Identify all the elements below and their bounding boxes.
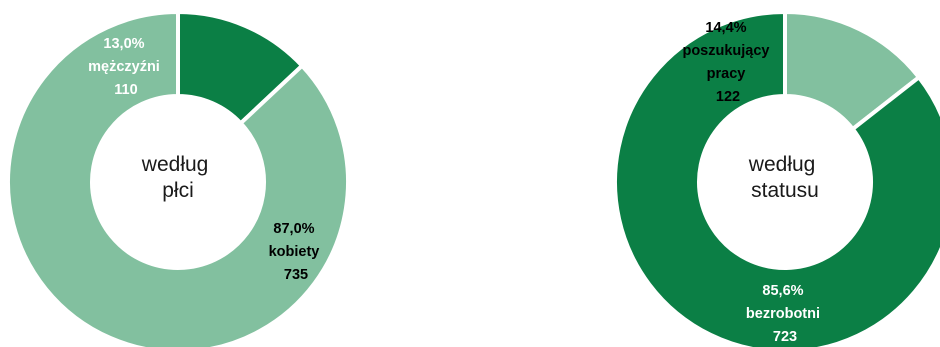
slice-percent: 13,0% [103, 36, 144, 52]
slice-value: 110 [114, 82, 137, 98]
center-label-line-1: według [748, 153, 816, 176]
slice-value: 122 [716, 89, 740, 105]
slice-value: 735 [284, 267, 308, 283]
slice-category-line-1: poszukujący [682, 43, 769, 59]
slice-category: mężczyźni [88, 59, 160, 75]
center-label-line-1: według [141, 153, 209, 176]
center-label: według płci [141, 153, 214, 202]
slice-percent: 14,4% [705, 20, 746, 36]
center-label-line-2: statusu [751, 179, 819, 202]
slice-category: kobiety [269, 244, 320, 260]
slice-category-line-2: pracy [707, 66, 746, 82]
donut-chart-status: według statusu 14,4% poszukujący pracy 1… [613, 9, 940, 347]
center-label: według statusu [748, 153, 821, 202]
slice-percent: 85,6% [762, 283, 803, 299]
slice-percent: 87,0% [273, 221, 314, 237]
slice-label-poszukujacy-pracy: 14,4% poszukujący pracy 122 [682, 20, 773, 105]
slice-label-mezczyzni: 13,0% mężczyźni 110 [88, 36, 164, 98]
slice-label-kobiety: 87,0% kobiety 735 [269, 221, 324, 283]
slice-bezrobotni [613, 9, 940, 347]
slice-label-bezrobotni: 85,6% bezrobotni 723 [746, 283, 824, 345]
donut-chart-gender: według płci 13,0% mężczyźni 110 87,0% ko… [6, 9, 350, 347]
slice-category: bezrobotni [746, 306, 820, 322]
slice-value: 723 [773, 329, 797, 345]
center-label-line-2: płci [162, 179, 194, 202]
slice-kobiety [6, 9, 350, 347]
